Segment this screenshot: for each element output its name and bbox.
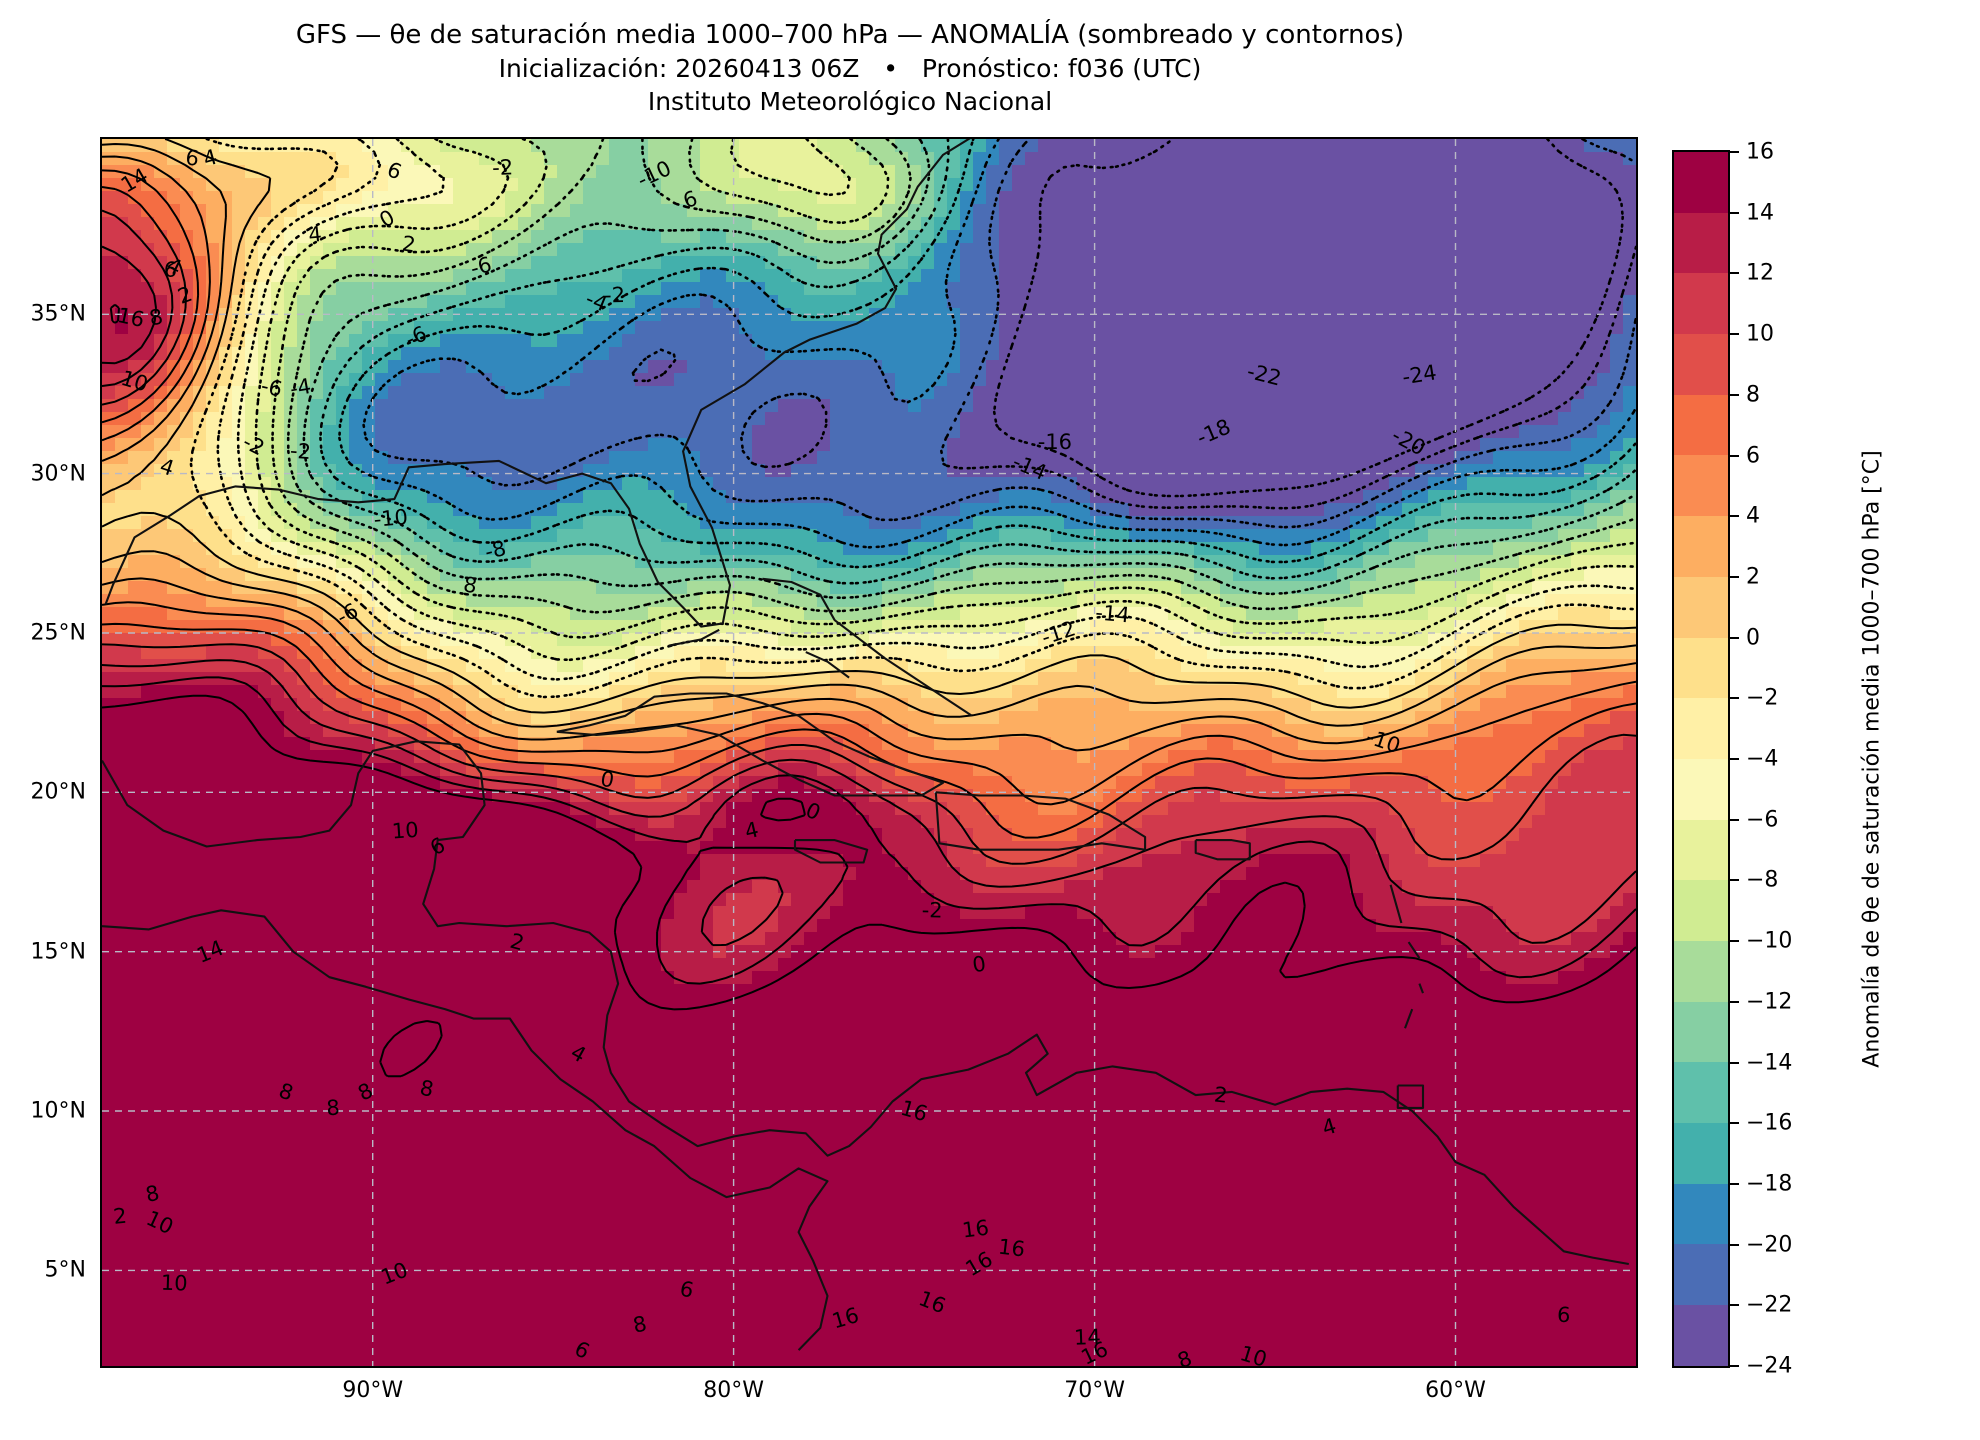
colorbar-tick-label: −2 — [1746, 685, 1779, 711]
colorbar-segment — [1674, 637, 1728, 699]
colorbar-tickmark — [1730, 697, 1739, 700]
colorbar-segment — [1674, 1062, 1728, 1123]
chart-attribution: Instituto Meteorológico Nacional — [647, 87, 1053, 116]
colorbar-tick-label: −14 — [1746, 1050, 1793, 1075]
colorbar-segment — [1674, 455, 1728, 517]
colorbar-tickmark — [1730, 636, 1739, 639]
colorbar-segment — [1674, 880, 1728, 941]
colorbar-segment — [1674, 1123, 1728, 1184]
colorbar-segment — [1674, 1305, 1728, 1366]
colorbar-tick-label: 6 — [1746, 443, 1760, 468]
colorbar-tickmark — [1730, 393, 1739, 396]
colorbar-tickmark — [1730, 333, 1739, 336]
colorbar-segment — [1674, 758, 1728, 820]
colorbar-tick-label: −16 — [1746, 1110, 1793, 1136]
colorbar-tickmark — [1730, 879, 1739, 882]
colorbar-tickmark — [1730, 211, 1739, 214]
colorbar-tick-label: −6 — [1746, 807, 1779, 833]
contour-lines — [102, 139, 1636, 1078]
colorbar-segment — [1674, 698, 1728, 759]
colorbar-tick-label: 2 — [1746, 564, 1760, 590]
coastlines — [102, 139, 1629, 1351]
colorbar-tick-label: 4 — [1746, 503, 1760, 529]
x-tick-label-80W: 80°W — [703, 1378, 765, 1403]
colorbar-tick-label: 12 — [1746, 260, 1774, 286]
colorbar-tickmark — [1730, 575, 1739, 578]
y-tick-label-15N: 15°N — [30, 939, 86, 965]
colorbar-tick-label: −8 — [1746, 867, 1779, 893]
colorbar-tick-label: −4 — [1746, 746, 1779, 772]
y-tick-label-5N: 5°N — [44, 1257, 86, 1283]
shaded-anomaly-cells — [102, 139, 1636, 1366]
colorbar-segment — [1674, 394, 1728, 456]
colorbar-tickmark — [1730, 1000, 1739, 1003]
colorbar-segment — [1674, 152, 1728, 213]
colorbar-tickmark — [1730, 454, 1739, 457]
colorbar-tickmark — [1730, 515, 1739, 518]
colorbar-tickmark — [1730, 151, 1739, 153]
colorbar-segment — [1674, 940, 1728, 1002]
colorbar-segment — [1674, 1244, 1728, 1306]
colorbar-tick-label: 10 — [1746, 321, 1774, 347]
colorbar-segment — [1674, 516, 1728, 577]
colorbar-segment — [1674, 273, 1728, 335]
colorbar-tickmark — [1730, 272, 1739, 275]
colorbar-tickmark — [1730, 758, 1739, 760]
colorbar[interactable] — [1672, 150, 1730, 1368]
colorbar-segment — [1674, 212, 1728, 274]
y-tick-label-25N: 25°N — [30, 620, 86, 646]
colorbar-segment — [1674, 334, 1728, 395]
colorbar-segment — [1674, 576, 1728, 638]
colorbar-segment — [1674, 1001, 1728, 1063]
colorbar-tick-label: −22 — [1746, 1292, 1793, 1318]
x-tick-label-60W: 60°W — [1425, 1378, 1486, 1403]
colorbar-tickmark — [1730, 1304, 1739, 1307]
y-tick-label-20N: 20°N — [30, 779, 86, 805]
colorbar-tickmark — [1730, 940, 1739, 943]
y-tick-label-10N: 10°N — [30, 1098, 86, 1124]
colorbar-tick-label: −24 — [1746, 1353, 1793, 1379]
colorbar-tick-label: 14 — [1746, 200, 1774, 226]
y-tick-label-30N: 30°N — [30, 461, 86, 487]
chart-subtitle: Inicialización: 20260413 06Z • Pronóstic… — [498, 54, 1202, 83]
colorbar-tickmark — [1730, 1182, 1739, 1185]
colorbar-tick-label: −12 — [1746, 989, 1793, 1015]
chart-title-block: GFS — θe de saturación media 1000–700 hP… — [0, 18, 1700, 118]
colorbar-tickmark — [1730, 1365, 1739, 1367]
colorbar-tickmark — [1730, 1243, 1739, 1246]
colorbar-tickmark — [1730, 818, 1739, 821]
colorbar-tickmark — [1730, 1061, 1739, 1064]
colorbar-tick-label: 16 — [1746, 139, 1774, 165]
colorbar-label: Anomalía de θe de saturación media 1000–… — [1859, 450, 1885, 1068]
chart-title: GFS — θe de saturación media 1000–700 hP… — [295, 20, 1405, 50]
colorbar-segment — [1674, 1183, 1728, 1245]
x-tick-label-90W: 90°W — [342, 1378, 404, 1403]
map-plot-area[interactable]: 14 6 4 6 -2 -10 16 8 4 6 2 10 4 0 2 -6 -4 -2 -6 -6 -4 -2 -2 6 4-… — [100, 137, 1638, 1368]
y-tick-label-35N: 35°N — [30, 301, 86, 327]
colorbar-segment — [1674, 819, 1728, 881]
colorbar-tick-label: −10 — [1746, 928, 1793, 954]
colorbar-tick-label: −18 — [1746, 1171, 1793, 1197]
colorbar-tickmark — [1730, 1122, 1739, 1125]
x-tick-label-70W: 70°W — [1064, 1378, 1125, 1403]
colorbar-tick-label: 0 — [1746, 625, 1760, 651]
colorbar-tick-label: 8 — [1746, 382, 1760, 408]
colorbar-tick-label: −20 — [1746, 1232, 1793, 1258]
